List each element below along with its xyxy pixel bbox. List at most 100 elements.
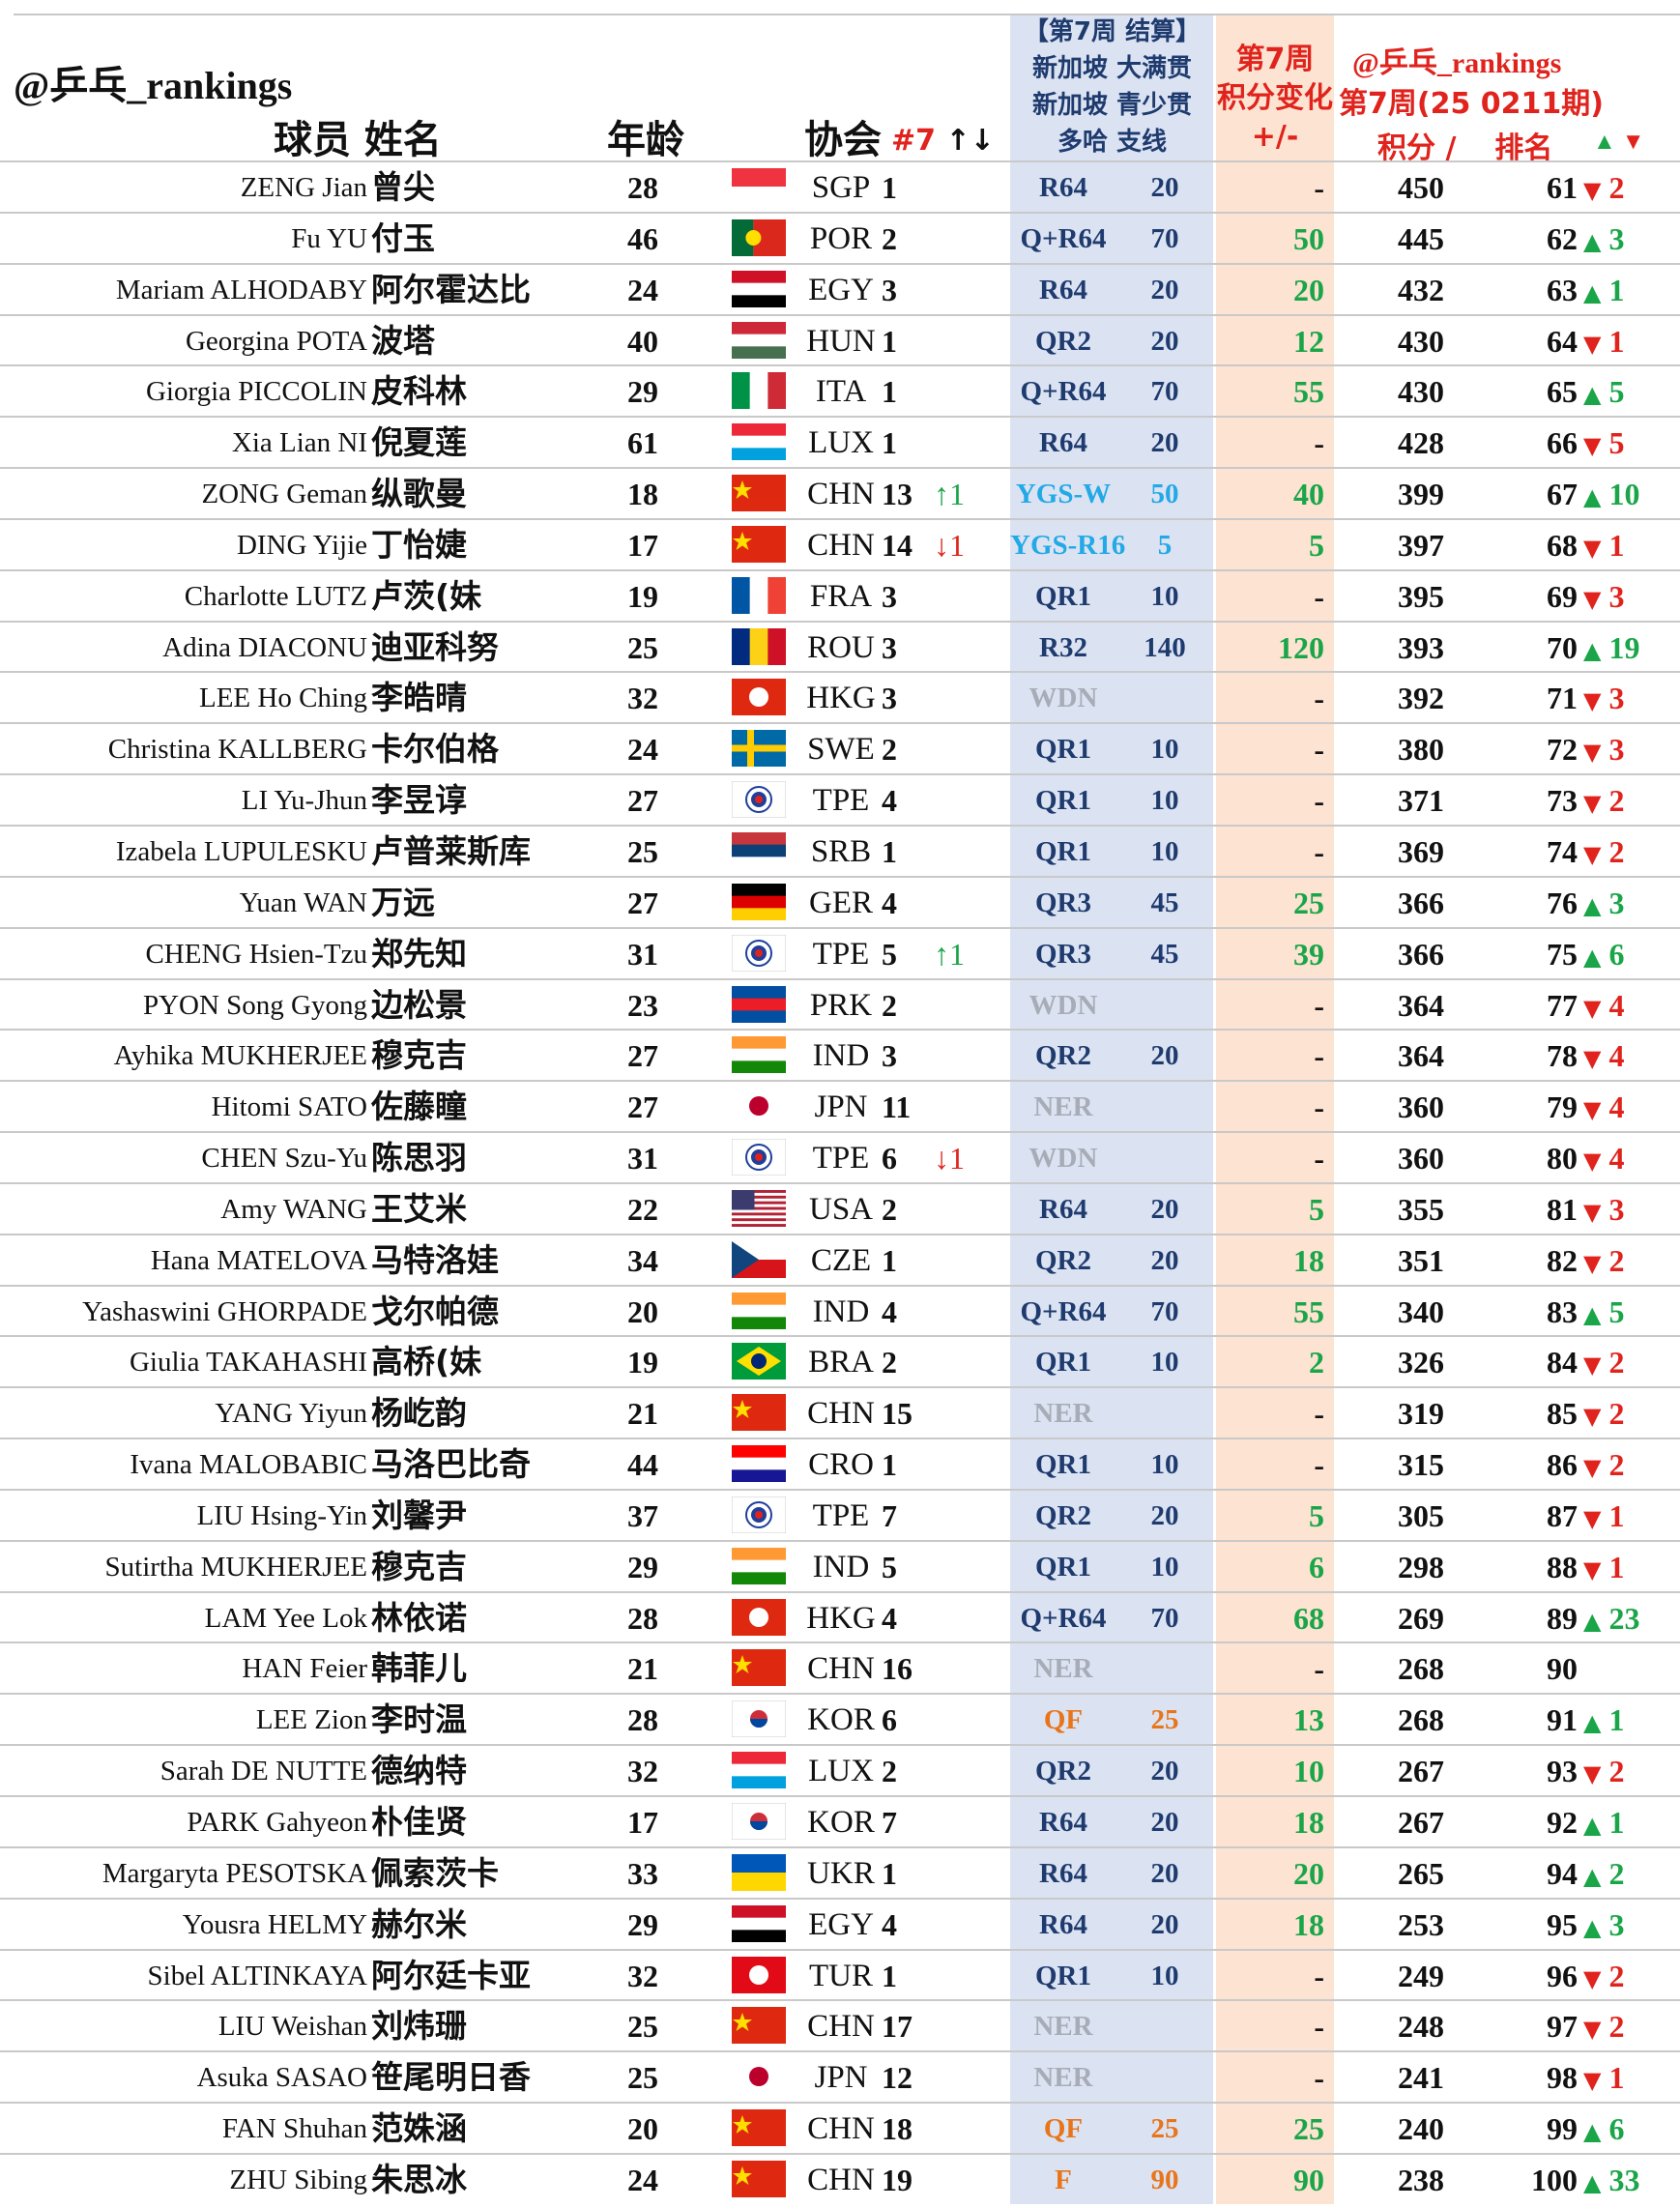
player-age: 31	[627, 1141, 658, 1177]
tournament-points: 20	[1150, 172, 1179, 203]
down-triangle-icon: ▼	[1583, 2016, 1602, 2044]
country-code: JPN	[814, 2060, 868, 2096]
player-age: 34	[627, 1242, 658, 1278]
country-flag-icon	[732, 1547, 790, 1586]
table-row: PARK Gahyeon 朴佳贤 17 KOR 7 R64 20 18 267 …	[0, 1795, 1680, 1846]
total-points: 366	[1398, 936, 1444, 972]
points-change: 12	[1293, 323, 1324, 359]
world-rank: 85	[1547, 1396, 1578, 1432]
header-change-line: 第7周	[1235, 43, 1315, 76]
table-row: CHEN Szu-Yu 陈思羽 31 TPE 6 ↓1 WDN - 360 80…	[0, 1131, 1680, 1182]
rank-move: ▼ 4	[1583, 1031, 1624, 1079]
tournament-result: NER	[1033, 1091, 1093, 1123]
down-triangle-icon: ▼	[1583, 790, 1602, 818]
player-name-cn: 阿尔廷卡亚	[371, 1956, 531, 1994]
player-age: 32	[627, 1958, 658, 1993]
country-flag-icon	[732, 1036, 790, 1075]
world-rank: 100	[1531, 2162, 1578, 2197]
player-name-cn: 李皓晴	[371, 679, 467, 717]
rank-move-value: 2	[1608, 1855, 1625, 1891]
player-name-en: LIU Weishan	[217, 2011, 367, 2043]
rank-move-value: 2	[1608, 833, 1625, 869]
player-name-cn: 穆克吉	[371, 1036, 467, 1075]
country-flag-icon	[732, 730, 790, 769]
tournament-result: QF	[1043, 2113, 1084, 2145]
rank-move-value: 2	[1608, 170, 1625, 205]
world-rank: 77	[1547, 987, 1578, 1023]
world-rank: 63	[1547, 272, 1578, 307]
up-triangle-icon: ▲	[1583, 2168, 1602, 2196]
points-change: 68	[1293, 1600, 1324, 1636]
rank-move-value: 5	[1608, 374, 1625, 410]
rank-move-value: 2	[1608, 1242, 1625, 1278]
rank-move-value: 2	[1608, 783, 1625, 819]
table-row: LEE Zion 李时温 28 KOR 6 QF 25 13 268 91 ▲ …	[0, 1693, 1680, 1744]
player-name-en: Yousra HELMY	[182, 1908, 367, 1940]
player-name-cn: 德纳特	[371, 1752, 467, 1790]
tournament-result: QR1	[1035, 1449, 1091, 1481]
national-rank-change: ↓1	[934, 527, 965, 563]
player-age: 37	[627, 1497, 658, 1533]
tournament-result: R64	[1039, 1807, 1087, 1838]
national-rank: 1	[882, 170, 897, 205]
rank-move-value: 3	[1608, 732, 1625, 768]
player-name-en: LEE Zion	[255, 1704, 367, 1736]
world-rank: 62	[1547, 220, 1578, 256]
tournament-result: QR3	[1035, 938, 1091, 970]
up-triangle-icon: ▲	[1583, 1607, 1602, 1635]
rank-move: ▼ 4	[1583, 1133, 1624, 1181]
player-name-en: Yashaswini GHORPADE	[82, 1295, 367, 1327]
tournament-result: QR2	[1035, 1040, 1091, 1072]
player-age: 28	[627, 170, 658, 205]
player-name-cn: 杨屹韵	[371, 1394, 467, 1433]
country-code: LUX	[808, 425, 874, 461]
rank-move: ▼ 2	[1583, 162, 1624, 211]
rank-move-value: 1	[1608, 1702, 1625, 1738]
player-age: 21	[627, 1396, 658, 1432]
rank-move: ▼ 2	[1583, 1951, 1624, 1999]
national-rank: 2	[882, 1754, 897, 1789]
header-points: 积分 /	[1377, 131, 1457, 165]
world-rank: 67	[1547, 477, 1578, 512]
national-rank: 18	[882, 2111, 912, 2147]
tournament-result: QR2	[1035, 1499, 1091, 1531]
player-name-en: DING Yijie	[236, 529, 367, 561]
player-name-en: ZONG Geman	[201, 479, 367, 510]
total-points: 265	[1398, 1855, 1444, 1891]
player-age: 29	[627, 1549, 658, 1584]
up-triangle-icon: ▲	[1583, 483, 1602, 511]
national-rank: 2	[882, 732, 897, 768]
header-change-block: 第7周 积分变化 +/-	[1216, 41, 1334, 157]
table-row: ZHU Sibing 朱思冰 24 CHN 19 F 90 90 238 100…	[0, 2152, 1680, 2204]
country-code: JPN	[814, 1089, 868, 1125]
player-name-cn: 朱思冰	[371, 2160, 467, 2198]
national-rank: 2	[882, 220, 897, 256]
rank-move: ▼ 2	[1583, 775, 1624, 824]
total-points: 238	[1398, 2162, 1444, 2197]
up-triangle-icon: ▲	[1583, 1709, 1602, 1737]
country-code: CHN	[807, 1651, 875, 1687]
world-rank: 69	[1547, 578, 1578, 614]
player-age: 18	[627, 477, 658, 512]
tournament-result: R64	[1039, 1193, 1087, 1225]
player-name-en: Ivana MALOBABIC	[130, 1449, 367, 1481]
country-code: TUR	[809, 1958, 873, 1993]
table-row: HAN Feier 韩菲儿 21 CHN 16 NER - 268 90	[0, 1641, 1680, 1693]
ranking-table-body: ZENG Jian 曾尖 28 SGP 1 R64 20 - 450 61 ▼ …	[0, 160, 1680, 2204]
country-code: IND	[812, 1293, 870, 1329]
table-row: Giulia TAKAHASHI 高桥(妹 19 BRA 2 QR1 10 2 …	[0, 1335, 1680, 1386]
table-row: LIU Hsing-Yin 刘馨尹 37 TPE 7 QR2 20 5 305 …	[0, 1488, 1680, 1540]
total-points: 392	[1398, 681, 1444, 716]
rank-move-value: 1	[1608, 2060, 1625, 2096]
country-flag-icon	[732, 1956, 790, 1995]
world-rank: 86	[1547, 1447, 1578, 1483]
world-rank: 84	[1547, 1345, 1578, 1380]
up-triangle-icon: ▲	[1583, 891, 1602, 919]
player-name-en: Hana MATELOVA	[150, 1244, 367, 1276]
header-age: 年龄	[607, 118, 684, 162]
country-flag-icon	[732, 525, 790, 565]
tournament-points	[1121, 980, 1208, 1029]
up-triangle-icon: ▲	[1593, 130, 1616, 155]
world-rank: 83	[1547, 1293, 1578, 1329]
rank-move-value: 4	[1608, 1141, 1625, 1177]
